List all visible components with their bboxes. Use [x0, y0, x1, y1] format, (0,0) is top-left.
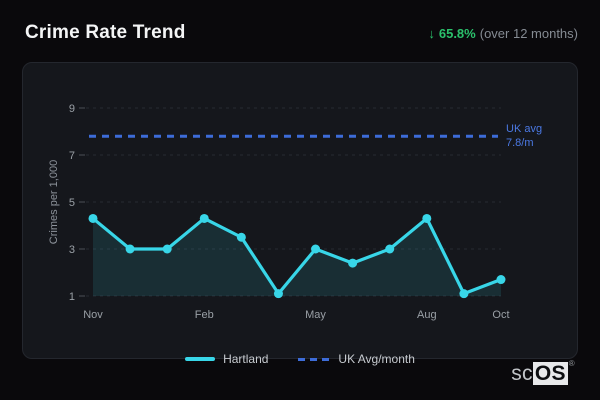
legend-label-hartland: Hartland — [223, 352, 269, 366]
uk-avg-dash-swatch — [298, 357, 331, 361]
legend-item-hartland[interactable]: Hartland — [185, 352, 268, 366]
y-tick-label: 1 — [69, 291, 75, 303]
hartland-line-swatch — [185, 357, 216, 361]
legend-item-uk-avg[interactable]: UK Avg/month — [298, 352, 415, 366]
header: Crime Rate Trend ↓ 65.8% (over 12 months… — [25, 22, 578, 44]
data-point-dec[interactable] — [125, 244, 135, 254]
x-tick-label: Nov — [83, 309, 103, 321]
data-point-oct[interactable] — [496, 275, 506, 285]
data-point-feb[interactable] — [199, 213, 209, 223]
trend-value: 65.8% — [438, 26, 476, 41]
x-tick-label: May — [305, 309, 326, 321]
x-tick-label: Oct — [492, 309, 509, 321]
data-point-jan[interactable] — [162, 244, 172, 254]
data-point-aug[interactable] — [422, 213, 432, 223]
data-point-may[interactable] — [311, 244, 321, 254]
data-point-jun[interactable] — [348, 258, 358, 268]
data-point-apr[interactable] — [273, 289, 283, 299]
logo-highlight: OS — [532, 362, 568, 385]
registered-mark-icon: ® — [568, 359, 575, 368]
legend-label-uk-avg: UK Avg/month — [338, 352, 415, 366]
hartland-line — [91, 216, 503, 296]
data-point-nov[interactable] — [88, 213, 98, 223]
chart-legend: Hartland UK Avg/month — [0, 352, 600, 366]
x-tick-label: Aug — [417, 309, 437, 321]
x-tick-label: Feb — [195, 309, 214, 321]
y-tick-label: 5 — [69, 197, 75, 209]
crime-trend-chart: 1 3 5 7 9 Crimes per 1,000 Nov Feb May Aug Oct UK a… — [48, 103, 542, 321]
data-point-mar[interactable] — [236, 232, 246, 242]
y-tick-label: 7 — [69, 150, 75, 162]
chart-card: 1 3 5 7 9 Crimes per 1,000 Nov Feb May Aug Oct UK a… — [22, 62, 578, 359]
trend-indicator: ↓ 65.8% (over 12 months) — [428, 26, 578, 41]
data-point-sep[interactable] — [459, 289, 469, 299]
logo-prefix: sc — [511, 362, 533, 385]
trend-caption: (over 12 months) — [479, 26, 578, 41]
y-tick-label: 9 — [69, 103, 75, 115]
page-title: Crime Rate Trend — [25, 22, 186, 43]
uk-avg-annotation: 7.8/m — [506, 137, 534, 149]
down-arrow-icon: ↓ — [428, 26, 435, 41]
hartland-area-fill — [93, 218, 501, 296]
scos-logo: scOS ® — [511, 351, 575, 387]
y-axis-title: Crimes per 1,000 — [48, 160, 60, 244]
y-tick-label: 3 — [69, 244, 75, 256]
uk-avg-annotation: UK avg — [506, 123, 542, 135]
data-point-jul[interactable] — [385, 244, 395, 254]
